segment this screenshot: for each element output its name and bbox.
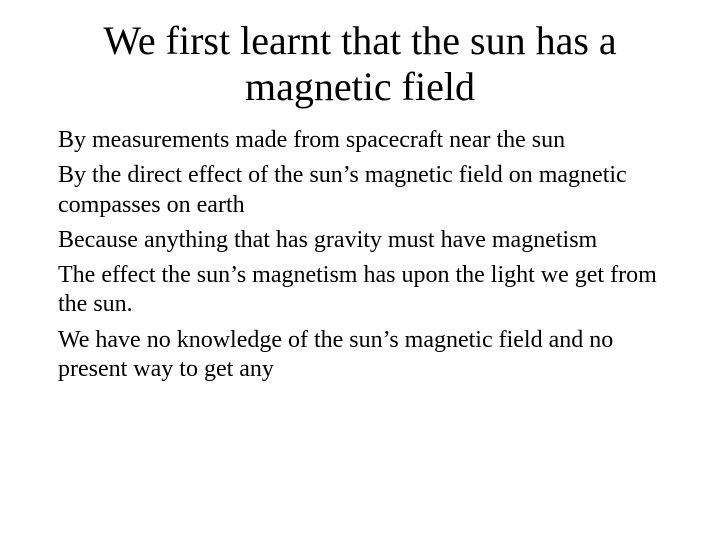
list-item: We have no knowledge of the sun’s magnet… [58, 326, 662, 385]
list-item: Because anything that has gravity must h… [58, 226, 662, 255]
slide-body: By measurements made from spacecraft nea… [50, 126, 670, 384]
list-item: The effect the sun’s magnetism has upon … [58, 261, 662, 320]
list-item: By the direct effect of the sun’s magnet… [58, 161, 662, 220]
list-item: By measurements made from spacecraft nea… [58, 126, 662, 155]
slide-title: We first learnt that the sun has a magne… [50, 18, 670, 110]
slide: We first learnt that the sun has a magne… [0, 0, 720, 540]
